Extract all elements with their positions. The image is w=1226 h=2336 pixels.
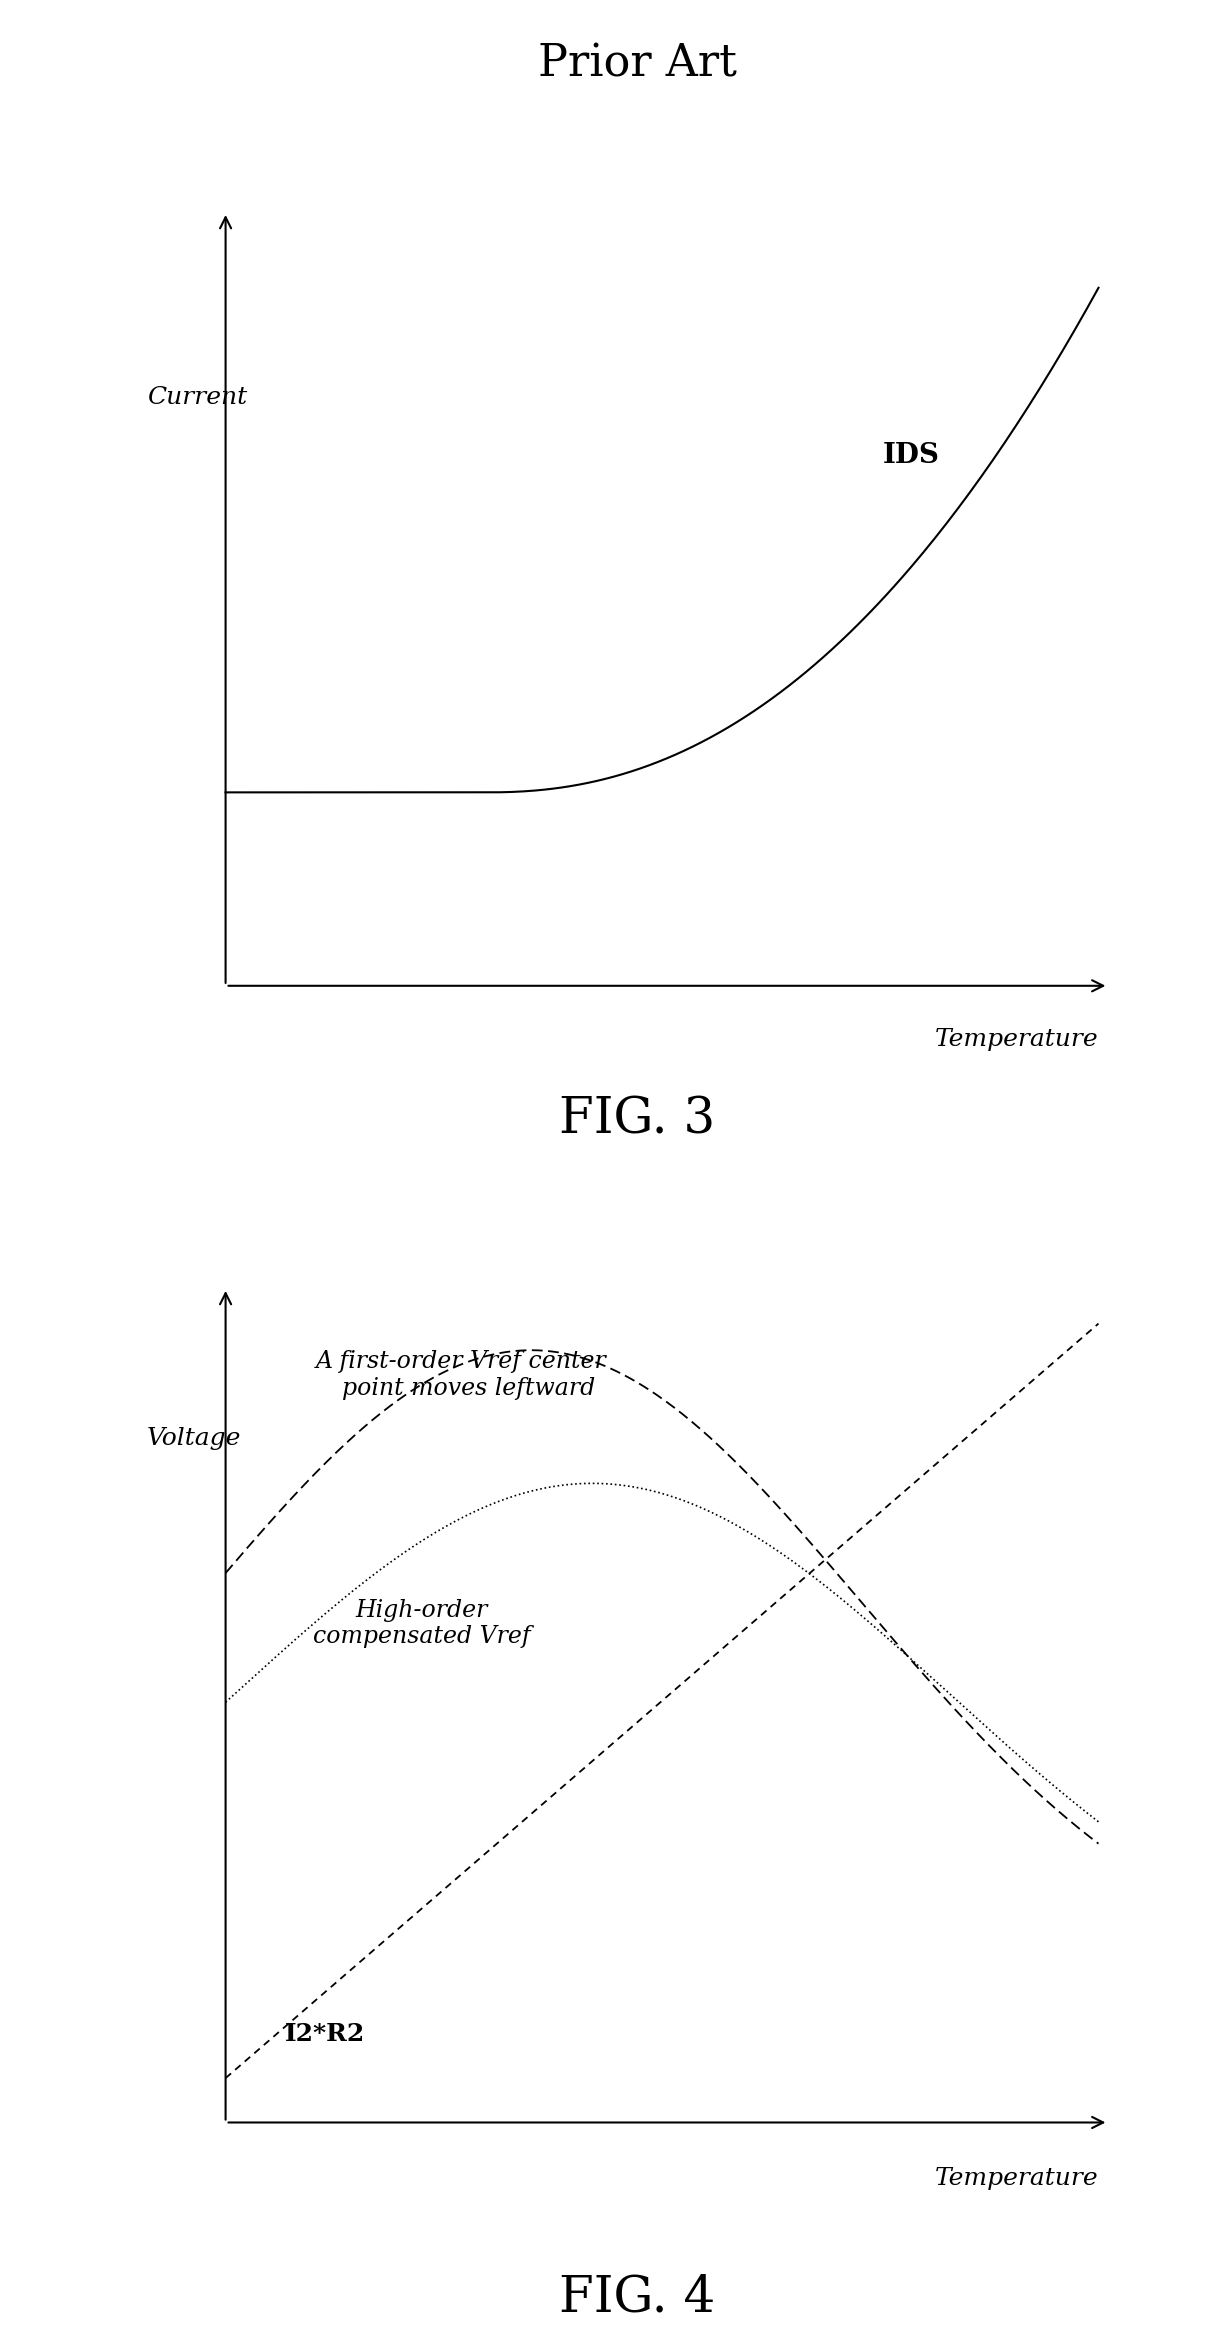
Text: A first-order Vref center
  point moves leftward: A first-order Vref center point moves le… <box>315 1350 607 1399</box>
Text: Voltage: Voltage <box>147 1427 242 1451</box>
Text: IDS: IDS <box>883 442 939 470</box>
Text: Current: Current <box>147 385 248 409</box>
Text: FIG. 4: FIG. 4 <box>559 2273 716 2322</box>
Text: Prior Art: Prior Art <box>538 42 737 86</box>
Text: I2*R2: I2*R2 <box>284 2021 364 2046</box>
Text: Temperature: Temperature <box>935 2168 1098 2189</box>
Text: FIG. 3: FIG. 3 <box>559 1096 716 1145</box>
Text: High-order
compensated Vref: High-order compensated Vref <box>313 1598 531 1649</box>
Text: Temperature: Temperature <box>935 1028 1098 1051</box>
